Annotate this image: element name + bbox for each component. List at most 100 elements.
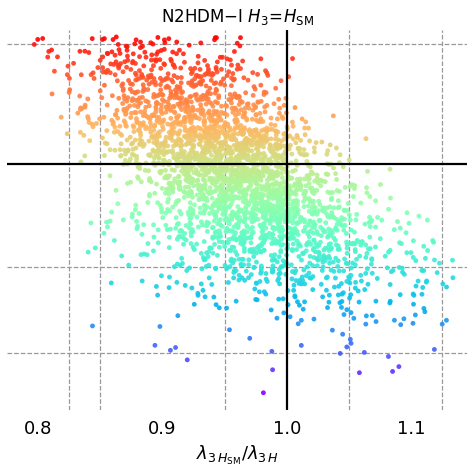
Point bbox=[313, 262, 321, 270]
Point bbox=[173, 214, 180, 221]
Point bbox=[336, 188, 343, 195]
Point bbox=[333, 220, 341, 228]
Point bbox=[276, 104, 283, 112]
Point bbox=[221, 210, 229, 218]
Point bbox=[212, 118, 220, 125]
Point bbox=[206, 244, 214, 252]
Point bbox=[246, 137, 253, 144]
Point bbox=[244, 156, 251, 164]
Point bbox=[228, 178, 236, 185]
Point bbox=[277, 190, 284, 198]
Point bbox=[262, 270, 270, 277]
Point bbox=[147, 122, 155, 130]
Point bbox=[249, 160, 256, 167]
Point bbox=[239, 130, 247, 137]
Point bbox=[251, 285, 259, 293]
Point bbox=[181, 127, 189, 134]
Point bbox=[200, 163, 208, 171]
Point bbox=[222, 133, 230, 140]
Point bbox=[259, 118, 267, 125]
Point bbox=[247, 234, 255, 242]
Point bbox=[291, 269, 299, 276]
Point bbox=[307, 240, 314, 248]
Point bbox=[182, 104, 189, 111]
Point bbox=[189, 244, 197, 251]
Point bbox=[197, 93, 204, 101]
Point bbox=[283, 261, 290, 269]
Point bbox=[196, 162, 204, 169]
Point bbox=[207, 165, 214, 173]
Point bbox=[330, 234, 337, 242]
Point bbox=[212, 165, 219, 173]
Point bbox=[258, 170, 265, 177]
Point bbox=[289, 168, 296, 175]
Point bbox=[170, 103, 178, 110]
Point bbox=[230, 76, 237, 84]
Point bbox=[265, 145, 273, 152]
Point bbox=[237, 187, 245, 195]
Point bbox=[231, 193, 239, 201]
Point bbox=[277, 242, 284, 249]
Point bbox=[208, 112, 216, 119]
Point bbox=[217, 144, 225, 151]
Point bbox=[48, 46, 55, 54]
Point bbox=[206, 156, 214, 164]
Point bbox=[127, 155, 134, 163]
Point bbox=[230, 269, 237, 276]
Point bbox=[252, 104, 259, 111]
Point bbox=[349, 259, 356, 267]
Point bbox=[167, 131, 174, 138]
Point bbox=[210, 217, 218, 225]
Point bbox=[237, 106, 245, 113]
Point bbox=[211, 162, 219, 169]
Point bbox=[177, 89, 185, 97]
Point bbox=[218, 199, 225, 206]
Point bbox=[164, 148, 171, 155]
Point bbox=[293, 205, 301, 213]
Point bbox=[307, 274, 315, 282]
Point bbox=[269, 169, 277, 176]
Point bbox=[207, 90, 214, 98]
Point bbox=[386, 281, 394, 288]
Point bbox=[328, 194, 336, 202]
Point bbox=[273, 141, 281, 148]
Point bbox=[119, 85, 127, 92]
Point bbox=[121, 146, 128, 154]
Point bbox=[191, 111, 199, 119]
Point bbox=[195, 79, 203, 87]
Point bbox=[190, 177, 198, 185]
Point bbox=[242, 151, 249, 158]
Point bbox=[252, 111, 260, 118]
Point bbox=[204, 146, 212, 154]
Point bbox=[330, 204, 338, 211]
Point bbox=[255, 99, 262, 106]
Point bbox=[439, 280, 447, 288]
Point bbox=[291, 292, 299, 300]
Point bbox=[219, 189, 227, 196]
Point bbox=[266, 171, 274, 178]
Point bbox=[278, 165, 286, 173]
Point bbox=[250, 264, 258, 271]
Point bbox=[215, 203, 223, 211]
Point bbox=[177, 153, 185, 161]
Point bbox=[260, 126, 268, 134]
Point bbox=[108, 48, 116, 55]
Point bbox=[185, 192, 192, 200]
Point bbox=[181, 123, 189, 131]
Point bbox=[279, 263, 286, 270]
Point bbox=[155, 159, 162, 166]
Point bbox=[248, 115, 256, 123]
Point bbox=[226, 135, 234, 143]
Point bbox=[232, 297, 240, 305]
Point bbox=[267, 147, 274, 155]
Point bbox=[165, 180, 173, 187]
Point bbox=[189, 153, 196, 161]
Point bbox=[282, 186, 289, 193]
Point bbox=[274, 187, 282, 194]
Point bbox=[257, 262, 265, 270]
Point bbox=[276, 207, 283, 214]
Point bbox=[166, 134, 173, 142]
Point bbox=[229, 109, 237, 116]
Point bbox=[290, 235, 298, 242]
Point bbox=[212, 301, 220, 309]
